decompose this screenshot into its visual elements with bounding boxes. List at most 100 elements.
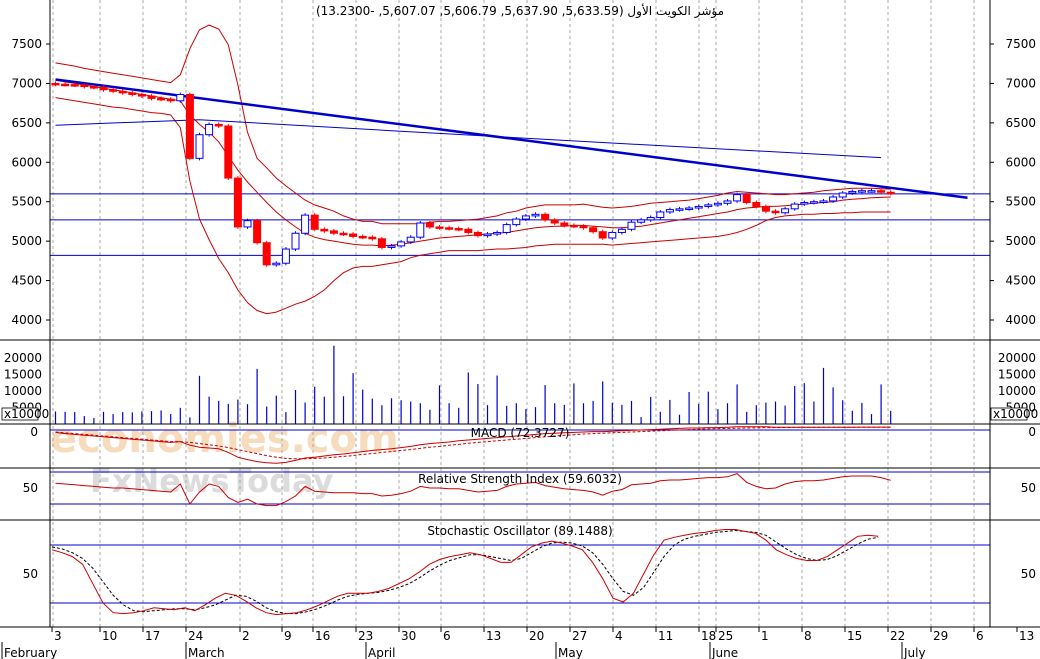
candle-body (435, 226, 444, 229)
volume-unit-label-right: x10000 (993, 407, 1038, 421)
stochastic-line (51, 529, 879, 616)
trendline-thin (55, 119, 882, 159)
candle-body (877, 190, 886, 193)
candle-body (521, 215, 530, 220)
month-label: May (558, 646, 583, 659)
candle-body (464, 228, 473, 233)
candle-body (80, 84, 89, 88)
watermark-brand: economies.com (50, 416, 399, 462)
candle-body (502, 224, 511, 233)
candle-body (224, 125, 233, 179)
chart-title: مؤشر الكويت الأول (5,633.59, 5,637.90, 5… (316, 3, 724, 19)
rsi-tick-right: 50 (1021, 481, 1036, 495)
x-tick-label: 13 (1019, 629, 1034, 643)
candle-body (781, 208, 790, 214)
x-tick-label: 6 (443, 629, 451, 643)
candle-body (147, 95, 156, 99)
volume-unit-box-right (990, 407, 1028, 421)
candle-body (89, 86, 98, 89)
volume-tick-label-right: 15000 (998, 368, 1036, 382)
candle-body (809, 201, 818, 204)
stochastic-label: Stochastic Oscillator (89.1488) (427, 524, 612, 538)
x-tick-label: 24 (188, 629, 203, 643)
macd-label: MACD (72.3727) (471, 426, 570, 440)
candle-body (685, 207, 694, 211)
rsi-label: Relative Strength Index (59.6032) (418, 472, 622, 486)
x-tick-label: 22 (890, 629, 905, 643)
candle-body (541, 213, 550, 221)
month-label: July (903, 646, 926, 659)
x-tick-label: 9 (284, 629, 292, 643)
candle-body (61, 83, 70, 87)
y-tick-label-right: 7500 (1005, 37, 1036, 51)
month-label: April (368, 646, 395, 659)
y-tick-label-right: 4000 (1005, 313, 1036, 327)
y-tick-label-right: 4500 (1005, 274, 1036, 288)
candle-body (512, 218, 521, 226)
candle-body (569, 224, 578, 228)
candle-body (761, 205, 770, 212)
x-tick-label: 1 (761, 629, 769, 643)
x-tick-label: 30 (401, 629, 416, 643)
candle-body (166, 98, 175, 102)
candle-body (253, 220, 262, 244)
volume-zero-left: 0 (30, 425, 38, 439)
candle-body (397, 241, 406, 247)
candle-body (838, 192, 847, 198)
candle-body (387, 245, 396, 248)
y-tick-label-left: 5500 (11, 195, 42, 209)
month-label: June (711, 646, 738, 659)
candle-body (157, 97, 166, 101)
x-tick-label: 8 (804, 629, 812, 643)
rsi-line (55, 473, 891, 507)
candle-body (867, 190, 876, 193)
candle-body (195, 134, 204, 159)
rsi-tick-left: 50 (23, 481, 38, 495)
candle-body (531, 213, 540, 217)
candle-body (176, 93, 185, 102)
candle-body (118, 90, 127, 94)
candle-body (800, 202, 809, 205)
candle-body (445, 227, 454, 230)
candle-body (483, 233, 492, 237)
candle-body (819, 200, 828, 203)
candle-body (646, 216, 655, 221)
trendline-bold (55, 78, 968, 200)
candle-body (723, 200, 732, 204)
candle-body (243, 220, 252, 228)
y-tick-label-right: 5000 (1005, 234, 1036, 248)
bollinger-upper-band (55, 24, 891, 225)
candle-body (368, 236, 377, 240)
stochastic-panel: 50 50 Stochastic Oscillator (89.1488) (23, 524, 1036, 616)
candle-body (733, 194, 742, 202)
candle-body (310, 214, 319, 230)
y-tick-label-right: 6000 (1005, 155, 1036, 169)
volume-tick-label-left: 20000 (4, 351, 42, 365)
y-tick-label-left: 7500 (11, 37, 42, 51)
x-tick-label: 23 (358, 629, 373, 643)
y-tick-label-left: 4000 (11, 313, 42, 327)
candle-body (848, 190, 857, 194)
candle-body (617, 228, 626, 233)
candle-body (560, 222, 569, 226)
candle-body (262, 242, 271, 266)
y-tick-label-left: 6000 (11, 155, 42, 169)
candle-body (656, 211, 665, 218)
candle-body (790, 203, 799, 210)
candle-body (454, 228, 463, 231)
x-tick-label: 6 (976, 629, 984, 643)
macd-panel: MACD (72.3727) (50, 426, 990, 464)
grid-lines (52, 0, 975, 627)
y-tick-label-left: 7000 (11, 76, 42, 90)
candle-body (329, 230, 338, 234)
volume-tick-label-left: 10000 (4, 384, 42, 398)
candle-body (473, 231, 482, 237)
macd-line (55, 426, 891, 464)
candle-body (579, 225, 588, 229)
month-label: February (4, 646, 57, 659)
candle-body (713, 202, 722, 206)
x-tick-label: 20 (529, 629, 544, 643)
candle-body (281, 248, 290, 264)
